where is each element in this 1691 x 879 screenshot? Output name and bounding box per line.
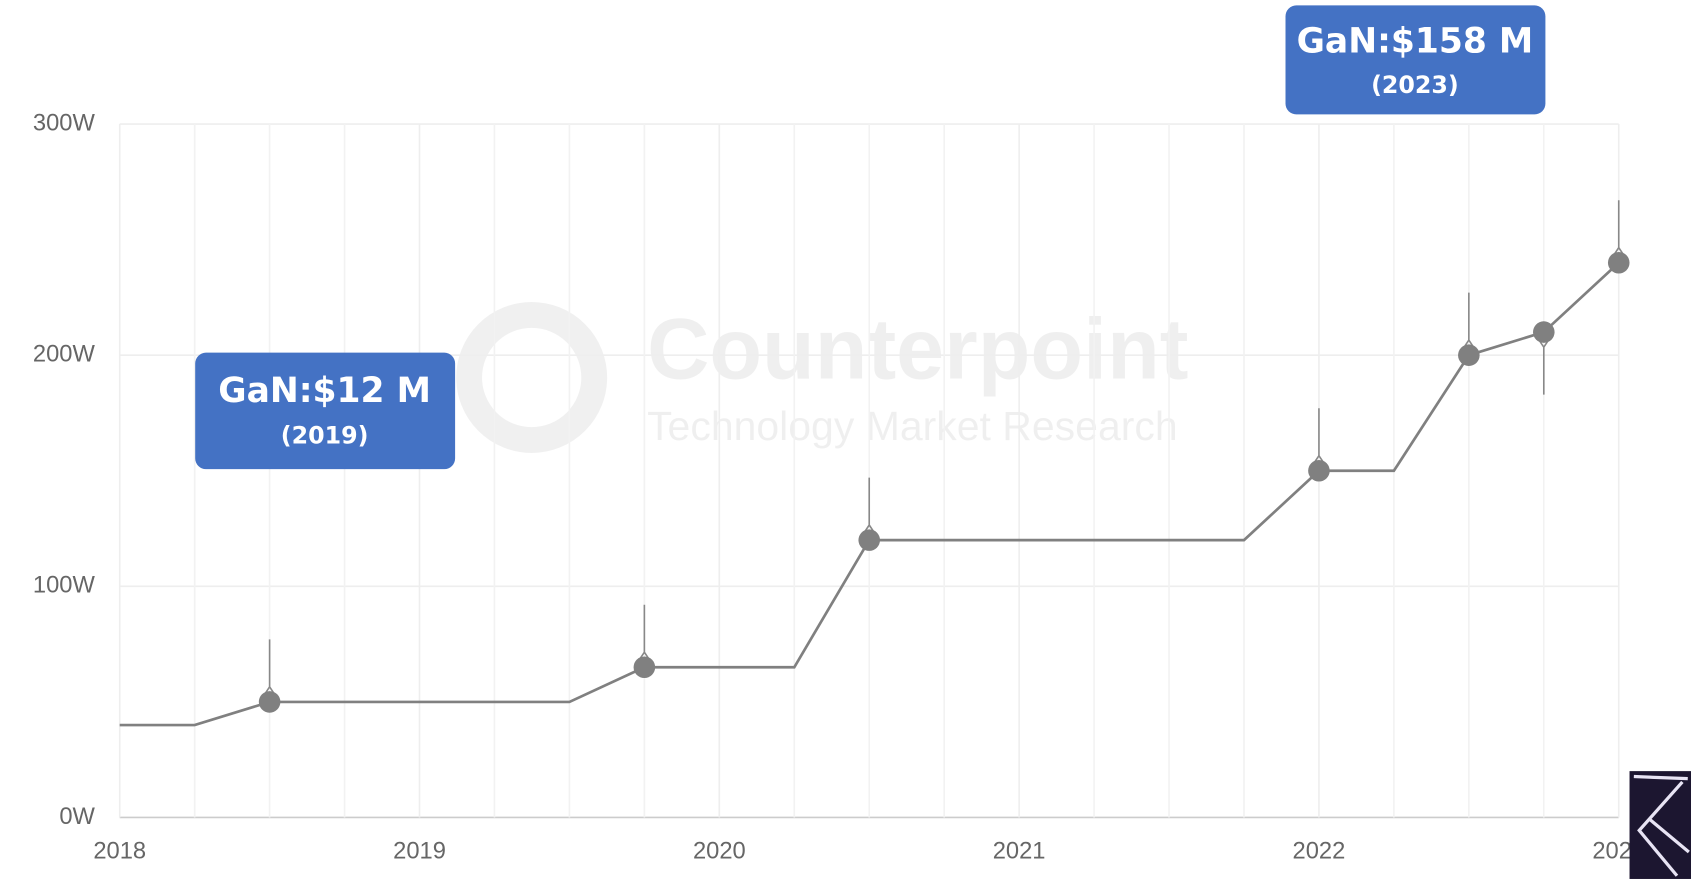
arrow [262, 639, 277, 697]
thumbnail-bg [1629, 771, 1691, 879]
x-tick-label: 2020 [693, 838, 746, 864]
marker [1458, 344, 1480, 366]
watermark-name: Counterpoint [647, 302, 1188, 398]
x-tick-label: 2019 [393, 838, 446, 864]
plot [119, 200, 1630, 727]
arrow [637, 604, 652, 663]
marker [1533, 321, 1555, 343]
watermark-tagline: Technology Market Research [647, 403, 1178, 449]
annotation-text: GaN:$158 M [1297, 22, 1534, 62]
annotation-box [1285, 5, 1546, 115]
arrow [1311, 408, 1327, 466]
annotation-subtext: (2023) [1371, 71, 1459, 99]
annotation-box [195, 352, 456, 470]
arrow [1461, 292, 1476, 351]
thumbnail-lines [1633, 774, 1690, 877]
y-tick-label: 300W [33, 110, 96, 136]
grid [118, 123, 1620, 819]
marker [1607, 251, 1630, 274]
watermark: Counterpoint Technology Market Research [456, 301, 1189, 453]
annotation-text: GaN:$12 M [218, 371, 431, 411]
y-tick-label: 200W [33, 341, 96, 367]
watermark-logo [456, 301, 608, 453]
marker [633, 656, 656, 679]
annotation-subtext: (2019) [281, 421, 369, 449]
annotation-2023: GaN:$158 M (2023) [1285, 5, 1546, 115]
y-tick-label: 100W [33, 573, 96, 599]
x-tick-label: 2018 [93, 838, 146, 864]
arrow [1536, 337, 1551, 395]
y-tick-label: 0W [59, 804, 95, 830]
x-tick-label: 2022 [1293, 838, 1346, 864]
marker [1308, 459, 1330, 482]
x-tick-label: 2021 [993, 838, 1046, 864]
corner-thumbnail [1629, 771, 1691, 879]
arrow [1611, 200, 1626, 258]
marker [258, 691, 281, 713]
arrow [862, 477, 877, 536]
marker [858, 529, 881, 551]
annotation-2019: GaN:$12 M (2019) [195, 352, 456, 470]
